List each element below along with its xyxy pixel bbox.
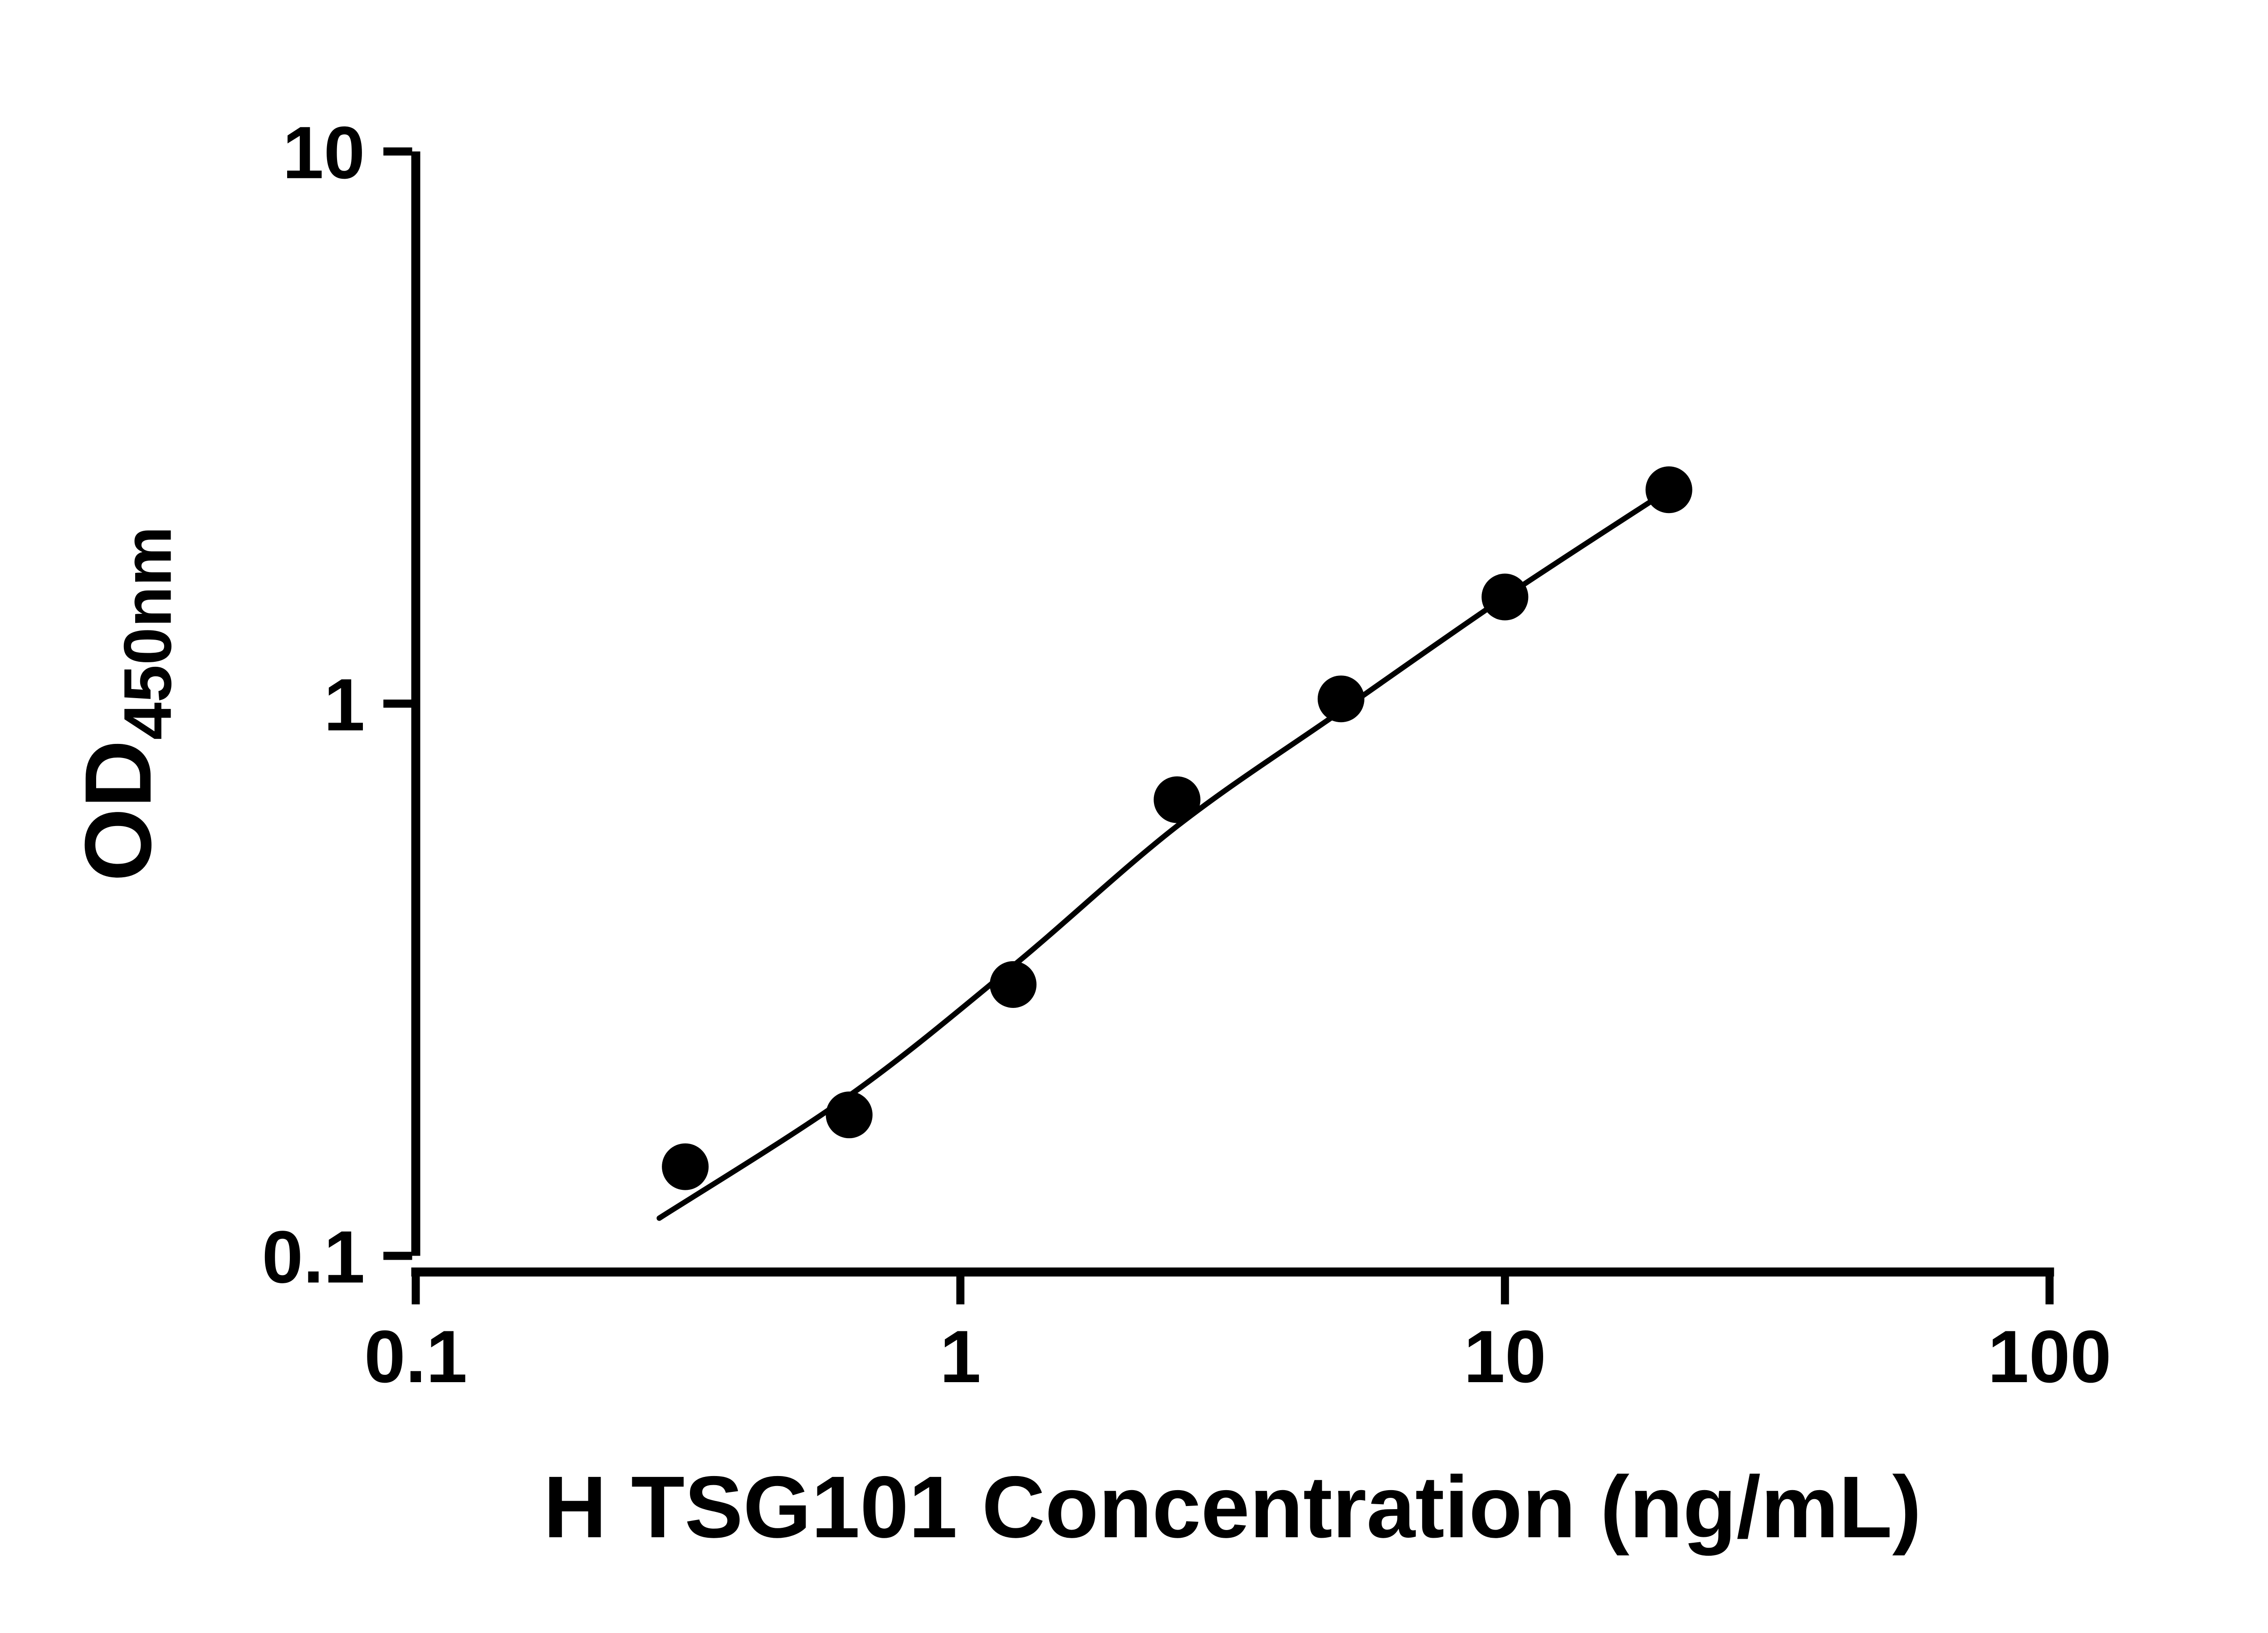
tick-labels: 0.1 1 10 100 10 1 0.1 (262, 111, 2111, 1398)
axis-ticks (383, 147, 2054, 1305)
data-point (1317, 675, 1364, 723)
y-axis-title: OD450nm (66, 526, 186, 881)
axes (411, 151, 2054, 1277)
data-point (1154, 776, 1201, 823)
data-point (1481, 573, 1529, 621)
axis-titles: H TSG101 Concentration (ng/mL) OD450nm (66, 526, 1921, 1556)
x-axis-title: H TSG101 Concentration (ng/mL) (543, 1458, 1921, 1556)
y-axis-title-subscript: 450nm (110, 526, 186, 740)
y-axis-title-main: OD (66, 740, 171, 881)
data-points-layer (662, 466, 1692, 1190)
x-tick-label: 100 (1988, 1315, 2112, 1398)
x-tick-label: 1 (940, 1315, 981, 1398)
data-point (1645, 466, 1692, 513)
x-tick-label: 0.1 (364, 1315, 467, 1398)
y-tick-label: 10 (283, 111, 365, 194)
data-point (990, 961, 1037, 1008)
x-tick-label: 10 (1464, 1315, 1546, 1398)
data-point (826, 1091, 873, 1139)
y-tick-label: 0.1 (262, 1215, 365, 1298)
y-tick-label: 1 (324, 663, 365, 746)
data-point (662, 1143, 709, 1190)
